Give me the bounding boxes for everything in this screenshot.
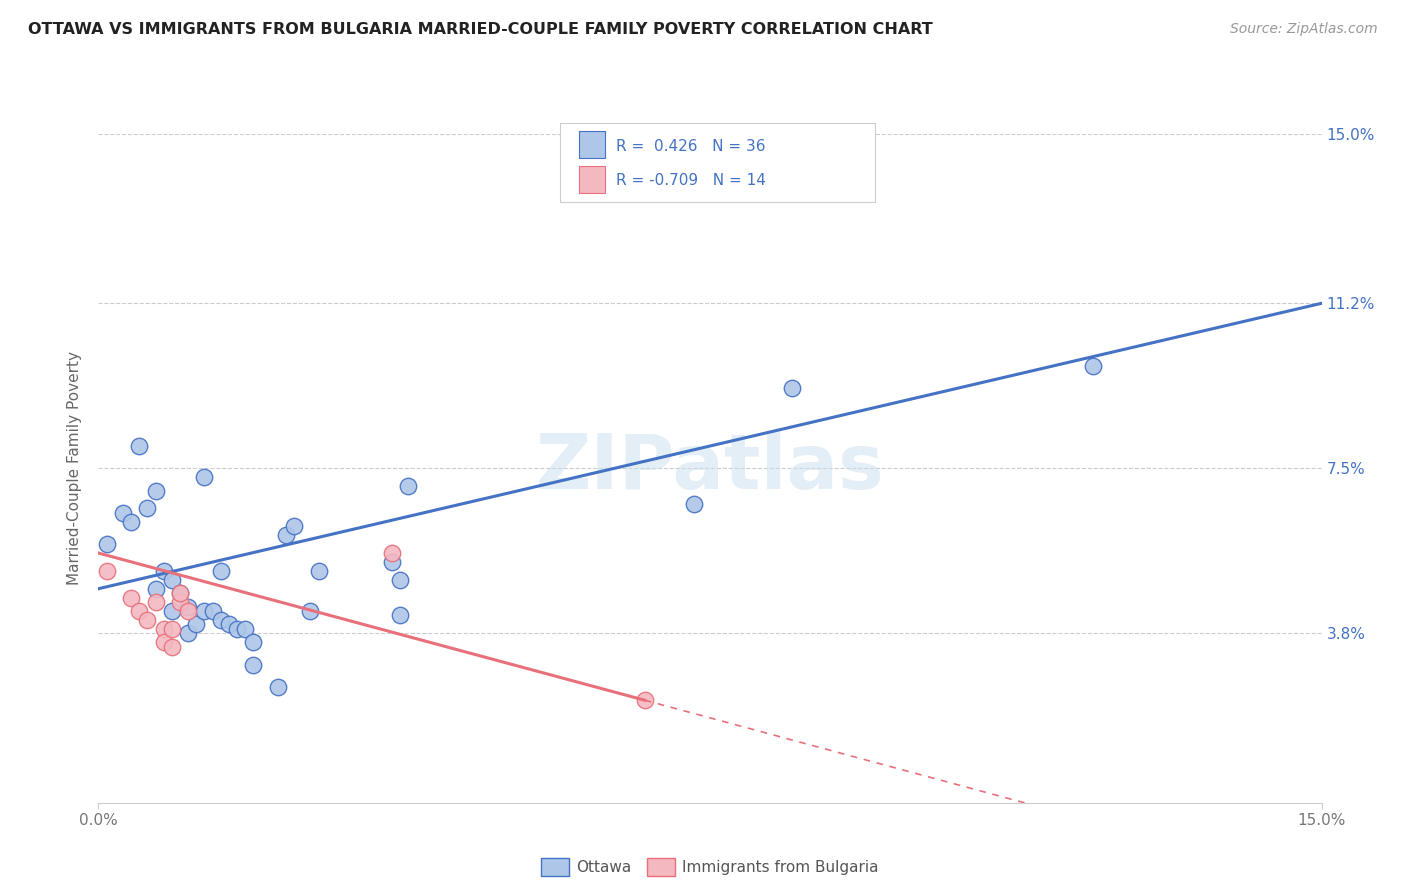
Point <box>136 613 159 627</box>
Point <box>682 497 704 511</box>
Point <box>160 604 183 618</box>
Point <box>96 537 118 551</box>
Y-axis label: Married-Couple Family Poverty: Married-Couple Family Poverty <box>67 351 83 585</box>
Point <box>186 617 208 632</box>
Point <box>381 555 404 569</box>
Point <box>96 564 118 578</box>
Point <box>120 515 142 529</box>
Point <box>160 622 183 636</box>
Point <box>780 381 803 395</box>
Point <box>145 595 167 609</box>
Point <box>145 582 167 596</box>
Point <box>177 599 200 614</box>
Point <box>209 564 232 578</box>
Text: ZIPatlas: ZIPatlas <box>536 432 884 505</box>
Point <box>308 564 330 578</box>
Point <box>169 595 191 609</box>
Point <box>274 528 297 542</box>
Point <box>389 608 412 623</box>
Point <box>209 613 232 627</box>
Point <box>193 604 215 618</box>
Point <box>201 604 224 618</box>
Point <box>128 439 150 453</box>
Point <box>136 501 159 516</box>
Point <box>169 586 191 600</box>
Point <box>267 680 290 694</box>
Point <box>299 604 322 618</box>
Point <box>177 604 200 618</box>
Point <box>152 635 174 649</box>
Point <box>152 564 174 578</box>
Text: OTTAWA VS IMMIGRANTS FROM BULGARIA MARRIED-COUPLE FAMILY POVERTY CORRELATION CHA: OTTAWA VS IMMIGRANTS FROM BULGARIA MARRI… <box>28 22 932 37</box>
Point <box>145 483 167 498</box>
Point <box>128 604 150 618</box>
Point <box>218 617 240 632</box>
Point <box>233 622 256 636</box>
Point <box>381 546 404 560</box>
Point <box>120 591 142 605</box>
Point <box>1083 359 1105 373</box>
Point <box>226 622 249 636</box>
Legend: Ottawa, Immigrants from Bulgaria: Ottawa, Immigrants from Bulgaria <box>536 852 884 882</box>
Point <box>396 479 419 493</box>
Point <box>152 622 174 636</box>
Point <box>160 640 183 654</box>
Text: R = -0.709   N = 14: R = -0.709 N = 14 <box>616 173 766 187</box>
Point <box>193 470 215 484</box>
Point <box>389 573 412 587</box>
Point <box>177 626 200 640</box>
Point <box>634 693 657 707</box>
Point <box>242 657 264 672</box>
Point <box>169 586 191 600</box>
Point <box>111 506 134 520</box>
Point <box>242 635 264 649</box>
Text: Source: ZipAtlas.com: Source: ZipAtlas.com <box>1230 22 1378 37</box>
Text: R =  0.426   N = 36: R = 0.426 N = 36 <box>616 138 765 153</box>
Point <box>283 519 305 533</box>
Point <box>160 573 183 587</box>
